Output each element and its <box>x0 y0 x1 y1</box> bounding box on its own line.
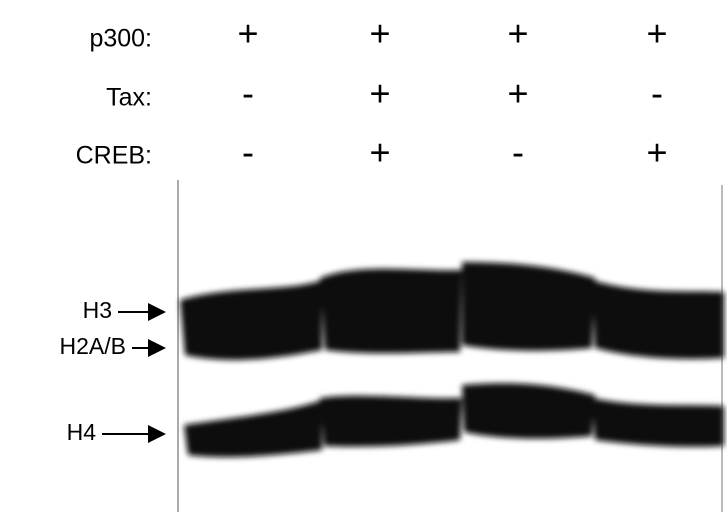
lane-sign: + <box>507 73 528 114</box>
lane-sign: + <box>507 13 528 54</box>
band-upper <box>180 280 322 360</box>
arrowhead <box>148 339 166 357</box>
lane-sign: - <box>242 73 254 114</box>
lane-sign: - <box>512 132 524 173</box>
band-lower <box>184 400 322 457</box>
band-lower <box>320 396 462 447</box>
lane-sign: - <box>651 73 663 114</box>
condition-label: CREB: <box>76 142 152 170</box>
band-upper <box>462 262 595 351</box>
band-lower <box>592 398 724 447</box>
lane-sign: + <box>369 132 390 173</box>
figure: p300: Tax: CREB: + + + + - + + - - + - +… <box>0 0 727 519</box>
condition-label: Tax: <box>106 84 152 112</box>
lane-sign: + <box>369 73 390 114</box>
lane-sign: + <box>237 13 258 54</box>
lane-sign: + <box>646 13 667 54</box>
lane-sign: + <box>646 132 667 173</box>
lane-sign: + <box>369 13 390 54</box>
gel-bands <box>180 262 724 457</box>
lane-sign: - <box>242 132 254 173</box>
lane-signs: + + + + - + + - - + - + <box>237 13 667 173</box>
band-label: H4 <box>67 419 97 445</box>
arrowhead <box>148 303 166 321</box>
band-label: H2A/B <box>60 333 126 359</box>
band-label: H3 <box>83 297 112 323</box>
band-upper <box>320 269 462 354</box>
arrowhead <box>148 425 166 443</box>
condition-label: p300: <box>89 25 152 53</box>
band-lower <box>462 383 595 438</box>
band-upper <box>592 280 724 359</box>
